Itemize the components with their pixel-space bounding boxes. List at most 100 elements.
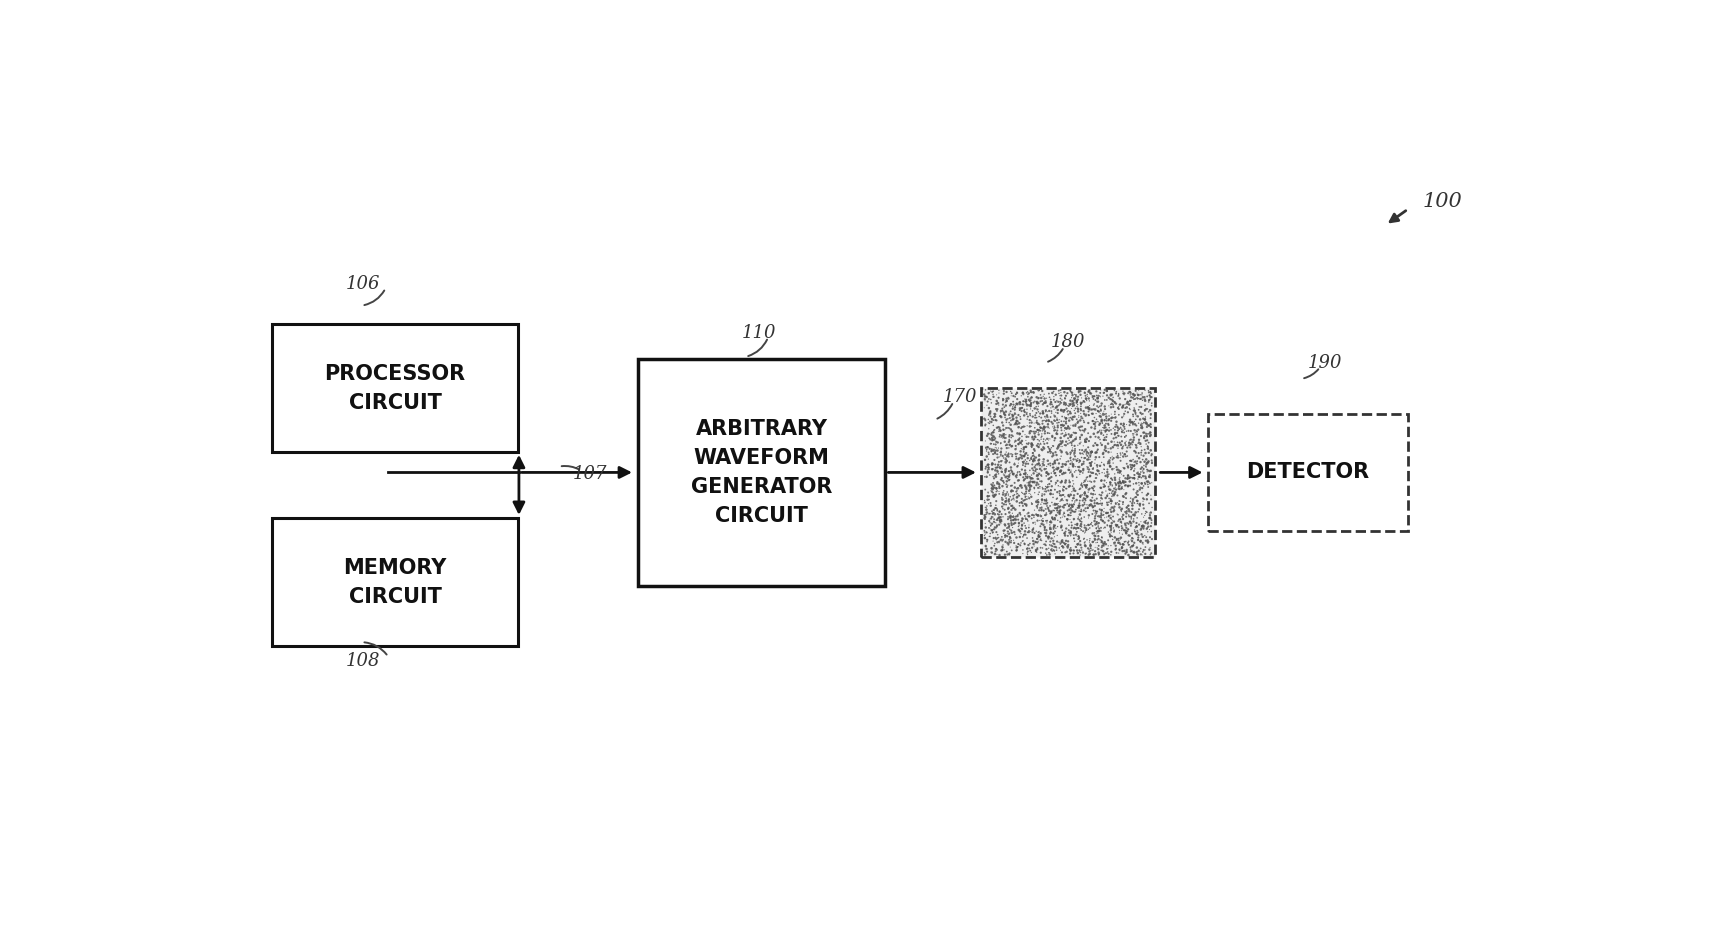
Point: [1056, 428, 1084, 444]
Point: [998, 464, 1025, 479]
Point: [1077, 468, 1104, 484]
Point: [1087, 480, 1115, 495]
Point: [986, 513, 1013, 528]
Point: [1030, 420, 1058, 435]
Point: [1101, 484, 1128, 500]
Point: [1101, 437, 1128, 452]
Point: [1073, 489, 1101, 504]
Point: [1066, 430, 1094, 446]
Point: [1113, 456, 1140, 471]
Point: [1039, 399, 1066, 414]
Point: [982, 531, 1010, 546]
Point: [1120, 545, 1147, 560]
Point: [987, 471, 1015, 486]
Point: [1001, 480, 1029, 495]
Point: [1084, 535, 1111, 550]
Point: [1085, 523, 1113, 539]
Point: [1020, 507, 1047, 522]
Point: [1121, 423, 1149, 438]
Point: [1103, 460, 1130, 475]
Point: [1058, 401, 1085, 416]
Point: [999, 501, 1027, 516]
Point: [1130, 519, 1158, 534]
Point: [1023, 414, 1051, 429]
Point: [1137, 515, 1164, 530]
Point: [1121, 522, 1149, 538]
Point: [1113, 471, 1140, 486]
Point: [1018, 522, 1046, 538]
Point: [1087, 512, 1115, 527]
Point: [1042, 507, 1070, 522]
Point: [1015, 390, 1042, 405]
Point: [1003, 416, 1030, 431]
Point: [1006, 430, 1034, 446]
Bar: [272, 324, 518, 452]
Point: [1094, 384, 1121, 399]
Point: [1068, 480, 1096, 495]
Point: [1087, 435, 1115, 450]
Point: [979, 509, 1006, 524]
Point: [1089, 507, 1116, 522]
Point: [1047, 436, 1075, 451]
Point: [1109, 494, 1137, 509]
Point: [1003, 386, 1030, 401]
Point: [999, 520, 1027, 535]
Point: [1113, 500, 1140, 515]
Point: [1118, 543, 1146, 559]
Point: [980, 412, 1008, 428]
Point: [1034, 426, 1061, 441]
Point: [1133, 486, 1161, 502]
Point: [1099, 532, 1127, 547]
Point: [1027, 529, 1054, 544]
Point: [1020, 424, 1047, 439]
Point: [1044, 497, 1072, 512]
Point: [1065, 402, 1092, 417]
Point: [1003, 396, 1030, 411]
Point: [1127, 437, 1154, 452]
Point: [1010, 542, 1037, 558]
Point: [1084, 467, 1111, 483]
Point: [1034, 439, 1061, 454]
Point: [1011, 446, 1039, 462]
Point: [1089, 498, 1116, 513]
Point: [1034, 436, 1061, 451]
Point: [1097, 507, 1125, 522]
Point: [1044, 399, 1072, 414]
Point: [1130, 430, 1158, 446]
Point: [998, 492, 1025, 507]
Point: [982, 532, 1010, 547]
Point: [1046, 386, 1073, 401]
Point: [1132, 515, 1159, 530]
Point: [1006, 505, 1034, 521]
Point: [994, 486, 1022, 502]
Point: [1060, 440, 1087, 455]
Point: [1097, 427, 1125, 442]
Point: [1070, 454, 1097, 469]
Point: [1116, 457, 1144, 472]
Point: [1006, 415, 1034, 430]
Point: [1018, 507, 1046, 522]
Point: [1029, 500, 1056, 515]
Point: [1135, 392, 1163, 408]
Point: [1041, 501, 1068, 516]
Point: [1125, 542, 1152, 558]
Point: [1054, 507, 1082, 522]
Point: [1008, 535, 1035, 550]
Point: [1121, 455, 1149, 470]
Point: [1011, 419, 1039, 434]
Point: [1051, 421, 1078, 436]
Point: [1035, 518, 1063, 533]
Point: [1137, 541, 1164, 556]
Point: [1111, 435, 1139, 450]
Point: [1049, 482, 1077, 497]
Point: [1058, 435, 1085, 450]
Point: [1001, 512, 1029, 527]
Point: [1037, 515, 1065, 530]
Point: [1047, 445, 1075, 460]
Point: [1116, 453, 1144, 468]
Point: [1025, 399, 1053, 414]
Point: [1018, 474, 1046, 489]
Point: [1111, 436, 1139, 451]
Point: [1137, 403, 1164, 418]
Point: [1013, 394, 1041, 409]
